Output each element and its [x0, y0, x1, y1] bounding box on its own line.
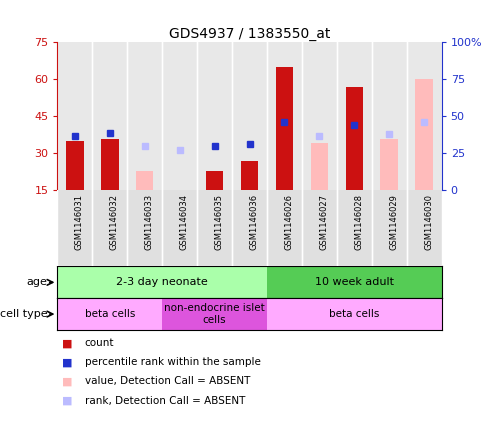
Bar — [57, 298, 162, 330]
Bar — [232, 190, 267, 266]
Bar — [267, 298, 442, 330]
Text: ■: ■ — [62, 376, 73, 387]
Text: GSM1146027: GSM1146027 — [319, 194, 328, 250]
Bar — [57, 190, 92, 266]
Bar — [162, 42, 197, 190]
Bar — [162, 190, 197, 266]
Bar — [310, 143, 328, 190]
Text: age: age — [26, 277, 47, 287]
Bar — [92, 42, 127, 190]
Bar — [206, 170, 224, 190]
Bar — [372, 42, 407, 190]
Text: ■: ■ — [62, 396, 73, 406]
Text: cell type: cell type — [0, 309, 47, 319]
Text: GSM1146030: GSM1146030 — [424, 194, 433, 250]
Text: beta cells: beta cells — [329, 309, 379, 319]
Bar — [127, 190, 162, 266]
Text: GSM1146036: GSM1146036 — [250, 194, 258, 250]
Bar — [302, 42, 337, 190]
Bar — [415, 79, 433, 190]
Bar — [380, 138, 398, 190]
Bar — [302, 190, 337, 266]
Text: GSM1146028: GSM1146028 — [354, 194, 363, 250]
Bar — [66, 141, 84, 190]
Bar — [57, 42, 92, 190]
Text: GSM1146029: GSM1146029 — [389, 194, 398, 250]
Bar — [372, 190, 407, 266]
Text: beta cells: beta cells — [85, 309, 135, 319]
Text: ■: ■ — [62, 338, 73, 349]
Text: GSM1146033: GSM1146033 — [145, 194, 154, 250]
Bar — [275, 67, 293, 190]
Bar — [407, 190, 442, 266]
Text: GSM1146031: GSM1146031 — [75, 194, 84, 250]
Text: count: count — [85, 338, 114, 349]
Text: value, Detection Call = ABSENT: value, Detection Call = ABSENT — [85, 376, 250, 387]
Bar — [197, 42, 232, 190]
Bar — [197, 190, 232, 266]
Bar — [407, 42, 442, 190]
Bar — [162, 298, 267, 330]
Text: 10 week adult: 10 week adult — [315, 277, 394, 287]
Title: GDS4937 / 1383550_at: GDS4937 / 1383550_at — [169, 27, 330, 41]
Bar — [337, 190, 372, 266]
Bar — [337, 42, 372, 190]
Text: GSM1146026: GSM1146026 — [284, 194, 293, 250]
Text: percentile rank within the sample: percentile rank within the sample — [85, 357, 260, 368]
Text: GSM1146035: GSM1146035 — [215, 194, 224, 250]
Text: 2-3 day neonate: 2-3 day neonate — [116, 277, 208, 287]
Bar — [92, 190, 127, 266]
Bar — [345, 87, 363, 190]
Text: GSM1146034: GSM1146034 — [180, 194, 189, 250]
Bar — [136, 170, 154, 190]
Bar — [171, 190, 189, 198]
Bar — [57, 266, 267, 298]
Text: rank, Detection Call = ABSENT: rank, Detection Call = ABSENT — [85, 396, 245, 406]
Text: ■: ■ — [62, 357, 73, 368]
Bar — [127, 42, 162, 190]
Bar — [241, 161, 258, 190]
Text: non-endocrine islet
cells: non-endocrine islet cells — [164, 303, 265, 325]
Bar — [101, 138, 119, 190]
Bar — [267, 266, 442, 298]
Bar — [267, 42, 302, 190]
Bar — [267, 190, 302, 266]
Text: GSM1146032: GSM1146032 — [110, 194, 119, 250]
Bar — [232, 42, 267, 190]
